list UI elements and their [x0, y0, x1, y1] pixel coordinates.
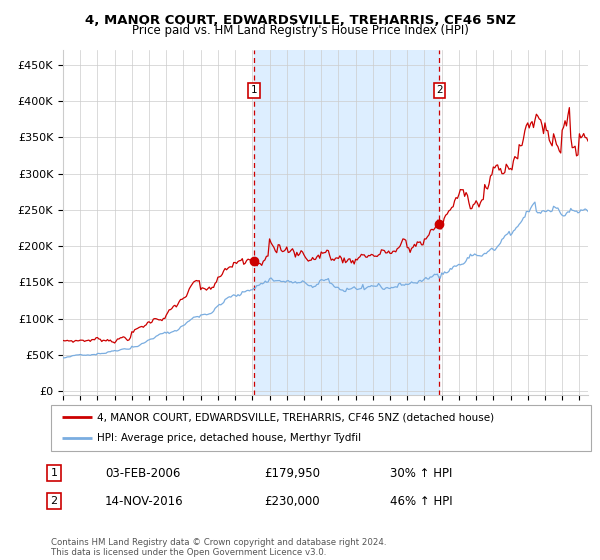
Text: 1: 1: [251, 85, 257, 95]
Text: 03-FEB-2006: 03-FEB-2006: [105, 466, 181, 480]
Text: 4, MANOR COURT, EDWARDSVILLE, TREHARRIS, CF46 5NZ: 4, MANOR COURT, EDWARDSVILLE, TREHARRIS,…: [85, 14, 515, 27]
Text: 14-NOV-2016: 14-NOV-2016: [105, 494, 184, 508]
Text: HPI: Average price, detached house, Merthyr Tydfil: HPI: Average price, detached house, Mert…: [97, 433, 361, 444]
Text: £230,000: £230,000: [264, 494, 320, 508]
Text: 4, MANOR COURT, EDWARDSVILLE, TREHARRIS, CF46 5NZ (detached house): 4, MANOR COURT, EDWARDSVILLE, TREHARRIS,…: [97, 412, 494, 422]
Text: 2: 2: [50, 496, 58, 506]
Text: 2: 2: [436, 85, 443, 95]
Text: Price paid vs. HM Land Registry's House Price Index (HPI): Price paid vs. HM Land Registry's House …: [131, 24, 469, 37]
Bar: [254, 50, 439, 395]
Text: 30% ↑ HPI: 30% ↑ HPI: [390, 466, 452, 480]
Text: £179,950: £179,950: [264, 466, 320, 480]
Text: Contains HM Land Registry data © Crown copyright and database right 2024.
This d: Contains HM Land Registry data © Crown c…: [51, 538, 386, 557]
Text: 46% ↑ HPI: 46% ↑ HPI: [390, 494, 452, 508]
Text: 1: 1: [50, 468, 58, 478]
